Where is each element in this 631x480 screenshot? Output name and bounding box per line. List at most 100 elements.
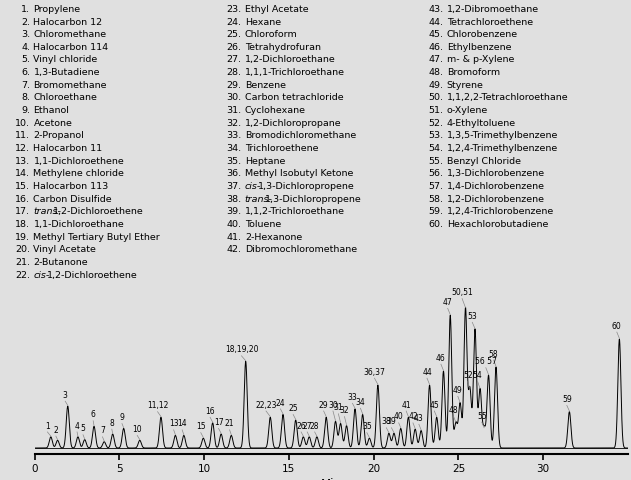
Text: 35.: 35. [227, 156, 242, 166]
Text: 41: 41 [401, 401, 411, 409]
Text: 55.: 55. [428, 156, 444, 166]
Text: 19.: 19. [15, 233, 30, 241]
Text: 47.: 47. [428, 56, 444, 64]
Text: 56.: 56. [428, 169, 444, 179]
Text: 1,2-Dibromoethane: 1,2-Dibromoethane [447, 5, 539, 14]
Text: trans-: trans- [33, 207, 61, 216]
Text: 4.: 4. [21, 43, 30, 52]
Text: 5.: 5. [21, 56, 30, 64]
Text: 1,1,2-Trichloroethane: 1,1,2-Trichloroethane [245, 207, 345, 216]
Text: 50,51: 50,51 [451, 288, 473, 297]
Text: 28: 28 [310, 421, 319, 431]
Text: o-Xylene: o-Xylene [447, 106, 488, 115]
Text: 1,2-Dichloroethene: 1,2-Dichloroethene [47, 271, 138, 280]
Text: 22,23: 22,23 [256, 401, 277, 409]
Text: Vinyl Acetate: Vinyl Acetate [33, 245, 97, 254]
Text: Ethyl Acetate: Ethyl Acetate [245, 5, 309, 14]
Text: Cyclohexane: Cyclohexane [245, 106, 306, 115]
Text: 29.: 29. [227, 81, 242, 90]
Text: 49.: 49. [428, 81, 444, 90]
Text: 17: 17 [214, 418, 223, 427]
Text: 26.: 26. [227, 43, 242, 52]
Text: 4: 4 [74, 421, 80, 431]
Text: 8: 8 [109, 419, 114, 428]
Text: 58.: 58. [428, 195, 444, 204]
Text: Benzene: Benzene [245, 81, 286, 90]
Text: 41.: 41. [227, 233, 242, 241]
Text: 35: 35 [362, 422, 372, 431]
Text: 36,37: 36,37 [363, 368, 386, 377]
Text: 11,12: 11,12 [147, 401, 168, 410]
Text: 16.: 16. [15, 195, 30, 204]
Text: 34.: 34. [227, 144, 242, 153]
Text: 2-Propanol: 2-Propanol [33, 132, 84, 141]
Text: 42.: 42. [227, 245, 242, 254]
Text: 33: 33 [348, 393, 357, 402]
Text: 28.: 28. [227, 68, 242, 77]
Text: 45: 45 [430, 401, 439, 409]
Text: Tetrahydrofuran: Tetrahydrofuran [245, 43, 321, 52]
Text: 45.: 45. [428, 30, 444, 39]
Text: 5: 5 [81, 424, 85, 433]
Text: 55: 55 [477, 412, 487, 421]
Text: 23.: 23. [227, 5, 242, 14]
Text: 17.: 17. [15, 207, 30, 216]
Text: 29: 29 [319, 401, 329, 409]
Text: Propylene: Propylene [33, 5, 81, 14]
Text: 59: 59 [562, 395, 572, 404]
Text: Halocarbon 113: Halocarbon 113 [33, 182, 109, 191]
Text: Hexane: Hexane [245, 17, 281, 26]
Text: 56 57: 56 57 [475, 357, 497, 366]
Text: 39.: 39. [227, 207, 242, 216]
Text: 38.: 38. [227, 195, 242, 204]
Text: 58: 58 [489, 349, 498, 359]
Text: Trichloroethene: Trichloroethene [245, 144, 318, 153]
Text: 57.: 57. [428, 182, 444, 191]
Text: Bromodichloromethane: Bromodichloromethane [245, 132, 356, 141]
Text: 13: 13 [169, 420, 179, 429]
Text: 18.: 18. [15, 220, 30, 229]
Text: 1.: 1. [21, 5, 30, 14]
Text: 18,19,20: 18,19,20 [225, 346, 258, 354]
Text: 9: 9 [119, 413, 124, 422]
Text: 2-Butanone: 2-Butanone [33, 258, 88, 267]
Text: Chloroform: Chloroform [245, 30, 298, 39]
Text: Methyl Tertiary Butyl Ether: Methyl Tertiary Butyl Ether [33, 233, 160, 241]
Text: Methylene chloride: Methylene chloride [33, 169, 124, 179]
Text: Ethanol: Ethanol [33, 106, 69, 115]
Text: 24.: 24. [227, 17, 242, 26]
Text: 53: 53 [468, 312, 477, 321]
Text: cis-: cis- [245, 182, 261, 191]
Text: Carbon tetrachloride: Carbon tetrachloride [245, 94, 343, 102]
Text: 48.: 48. [428, 68, 444, 77]
Text: 34: 34 [355, 398, 365, 407]
Text: 43.: 43. [428, 5, 444, 14]
Text: 13.: 13. [15, 156, 30, 166]
Text: 14.: 14. [15, 169, 30, 179]
Text: 33.: 33. [227, 132, 242, 141]
Text: Ethylbenzene: Ethylbenzene [447, 43, 511, 52]
Text: 16: 16 [205, 407, 215, 416]
Text: 10: 10 [133, 425, 142, 434]
Text: 24: 24 [276, 398, 285, 408]
Text: Halocarbon 12: Halocarbon 12 [33, 17, 103, 26]
Text: 49: 49 [453, 386, 463, 395]
Text: 59.: 59. [428, 207, 444, 216]
Text: 10.: 10. [15, 119, 30, 128]
Text: 27: 27 [302, 421, 312, 431]
Text: 31.: 31. [227, 106, 242, 115]
Text: 60.: 60. [428, 220, 444, 229]
Text: 32: 32 [339, 406, 350, 415]
Text: 26: 26 [297, 421, 306, 431]
Text: Bromoform: Bromoform [447, 68, 500, 77]
Text: 36.: 36. [227, 169, 242, 179]
Text: 30: 30 [328, 401, 338, 409]
Text: 38: 38 [382, 418, 391, 426]
Text: 11.: 11. [15, 132, 30, 141]
Text: 31: 31 [334, 403, 343, 412]
Text: 1,1-Dichloroethene: 1,1-Dichloroethene [33, 156, 124, 166]
Text: Tetrachloroethene: Tetrachloroethene [447, 17, 533, 26]
Text: 51.: 51. [428, 106, 444, 115]
Text: 1,2-Dichloropropane: 1,2-Dichloropropane [245, 119, 341, 128]
Text: Halocarbon 114: Halocarbon 114 [33, 43, 109, 52]
